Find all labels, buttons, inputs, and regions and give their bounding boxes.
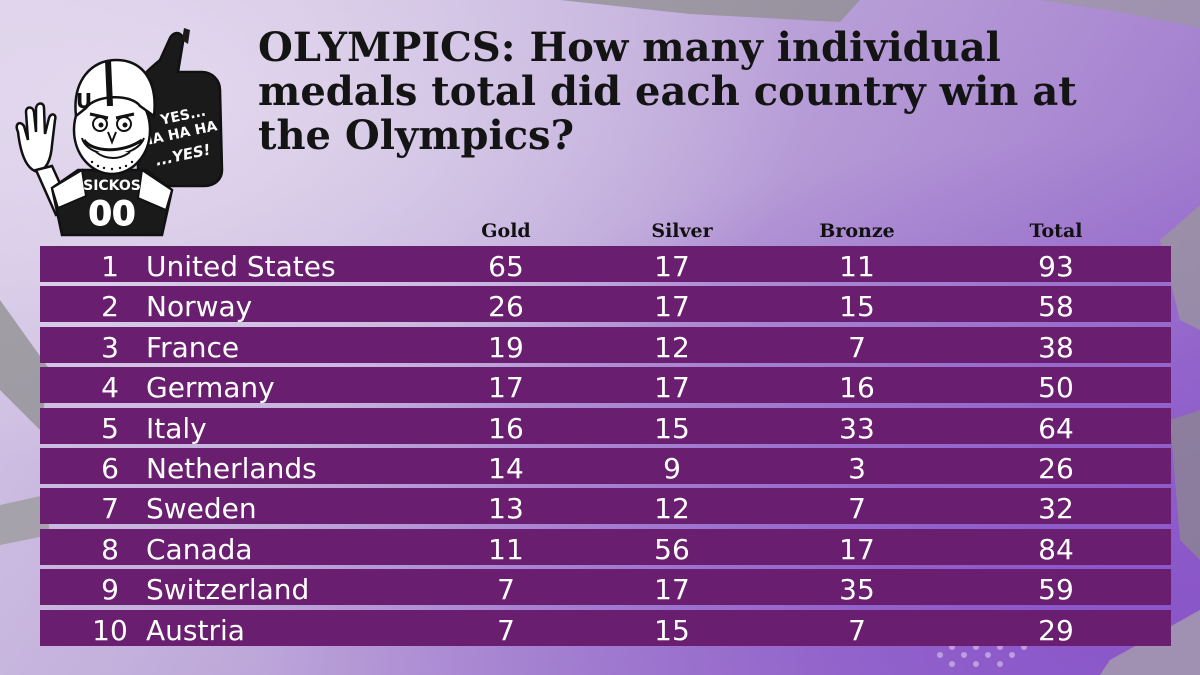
table-row: 4 Germany 17 17 16 50	[40, 367, 1171, 404]
silver-cell: 15	[654, 614, 690, 647]
rank-cell: 1	[101, 250, 119, 283]
bronze-cell: 11	[839, 250, 875, 283]
country-cell: Canada	[146, 533, 253, 566]
sickos-mascot: YES... HA HA HA ...YES! SICKOS 00 U	[12, 20, 232, 245]
bronze-cell: 7	[848, 331, 866, 364]
column-header-bronze: Bronze	[819, 220, 895, 242]
silver-cell: 17	[654, 371, 690, 404]
table-row: 8 Canada 11 56 17 84	[40, 529, 1171, 566]
rank-cell: 8	[101, 533, 119, 566]
country-cell: France	[146, 331, 240, 364]
column-header-total: Total	[1029, 220, 1083, 242]
bronze-cell: 15	[839, 290, 875, 323]
country-cell: Norway	[146, 290, 253, 323]
gold-cell: 16	[488, 412, 524, 445]
silver-cell: 17	[654, 250, 690, 283]
country-cell: Austria	[146, 614, 245, 647]
total-cell: 64	[1038, 412, 1074, 445]
rank-cell: 6	[101, 452, 119, 485]
gold-cell: 7	[497, 573, 515, 606]
silver-cell: 17	[654, 573, 690, 606]
chart-title: OLYMPICS: How many individual medals tot…	[258, 24, 1077, 159]
silver-cell: 17	[654, 290, 690, 323]
table-row: 6 Netherlands 14 9 3 26	[40, 448, 1171, 485]
table-row: 2 Norway 26 17 15 58	[40, 286, 1171, 323]
table-row: 7 Sweden 13 12 7 32	[40, 488, 1171, 525]
total-cell: 84	[1038, 533, 1074, 566]
column-header-silver: Silver	[651, 220, 713, 242]
rank-cell: 4	[101, 371, 119, 404]
bronze-cell: 16	[839, 371, 875, 404]
total-cell: 38	[1038, 331, 1074, 364]
rank-cell: 10	[92, 614, 128, 647]
total-cell: 50	[1038, 371, 1074, 404]
country-cell: Germany	[146, 371, 275, 404]
mascot-icon: YES... HA HA HA ...YES! SICKOS 00 U	[15, 28, 224, 237]
total-cell: 58	[1038, 290, 1074, 323]
table-row: 5 Italy 16 15 33 64	[40, 408, 1171, 445]
rank-cell: 9	[101, 573, 119, 606]
jersey-number: 00	[88, 194, 135, 234]
medal-table: 1 United States 65 17 11 93 2 Norway 26 …	[40, 246, 1171, 650]
table-row: 1 United States 65 17 11 93	[40, 246, 1171, 283]
helmet-letter: U	[76, 89, 92, 113]
silver-cell: 15	[654, 412, 690, 445]
country-cell: Switzerland	[146, 573, 310, 606]
gold-cell: 14	[488, 452, 524, 485]
rank-cell: 2	[101, 290, 119, 323]
gold-cell: 19	[488, 331, 524, 364]
country-cell: Sweden	[146, 492, 257, 525]
column-header-gold: Gold	[481, 220, 531, 242]
rank-cell: 5	[101, 412, 119, 445]
table-row: 9 Switzerland 7 17 35 59	[40, 569, 1171, 606]
bronze-cell: 17	[839, 533, 875, 566]
bronze-cell: 7	[848, 492, 866, 525]
silver-cell: 12	[654, 331, 690, 364]
bronze-cell: 3	[848, 452, 866, 485]
gold-cell: 65	[488, 250, 524, 283]
silver-cell: 56	[654, 533, 690, 566]
bronze-cell: 35	[839, 573, 875, 606]
gold-cell: 17	[488, 371, 524, 404]
silver-cell: 12	[654, 492, 690, 525]
gold-cell: 26	[488, 290, 524, 323]
gold-cell: 13	[488, 492, 524, 525]
rank-cell: 3	[101, 331, 119, 364]
jersey-text: SICKOS	[83, 178, 141, 194]
bronze-cell: 7	[848, 614, 866, 647]
gold-cell: 7	[497, 614, 515, 647]
table-row: 3 France 19 12 7 38	[40, 327, 1171, 364]
total-cell: 32	[1038, 492, 1074, 525]
rank-cell: 7	[101, 492, 119, 525]
total-cell: 26	[1038, 452, 1074, 485]
total-cell: 29	[1038, 614, 1074, 647]
table-row: 10 Austria 7 15 7 29	[40, 610, 1171, 647]
gold-cell: 11	[488, 533, 524, 566]
country-cell: Italy	[146, 412, 207, 445]
bronze-cell: 33	[839, 412, 875, 445]
column-headers: Gold Silver Bronze Total	[0, 220, 1200, 246]
country-cell: Netherlands	[146, 452, 317, 485]
total-cell: 59	[1038, 573, 1074, 606]
country-cell: United States	[146, 250, 336, 283]
silver-cell: 9	[663, 452, 681, 485]
total-cell: 93	[1038, 250, 1074, 283]
